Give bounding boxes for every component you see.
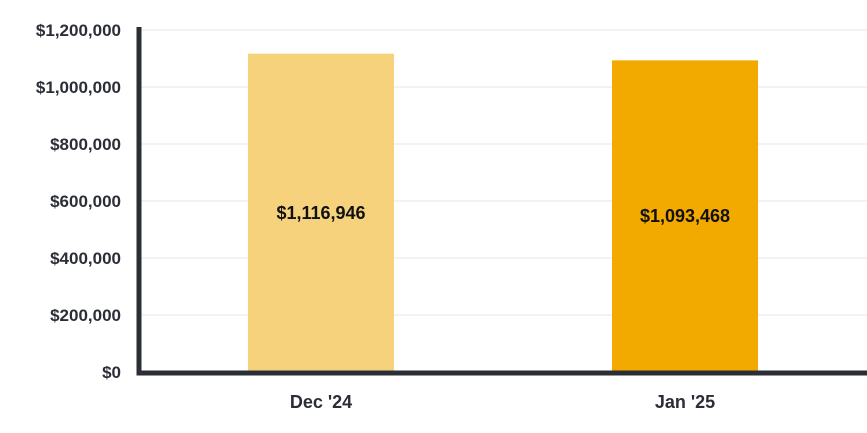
y-tick-labels: $0 $200,000 $400,000 $600,000 $800,000 $1,000… <box>36 21 121 382</box>
y-tick-label: $1,000,000 <box>36 78 121 97</box>
data-label: $1,116,946 <box>276 203 365 223</box>
y-tick-label: $400,000 <box>50 249 121 268</box>
y-tick-label: $200,000 <box>50 306 121 325</box>
bar-dec-24 <box>248 53 394 373</box>
data-labels: $1,116,946 $1,093,468 <box>276 203 730 226</box>
x-tick-label: Jan '25 <box>655 392 715 412</box>
data-label: $1,093,468 <box>640 206 730 226</box>
y-tick-label: $1,200,000 <box>36 21 121 40</box>
y-tick-label: $600,000 <box>50 192 121 211</box>
y-tick-label: $800,000 <box>50 135 121 154</box>
x-tick-label: Dec '24 <box>290 392 352 412</box>
y-tick-label: $0 <box>102 363 121 382</box>
bar-jan-25 <box>612 60 758 372</box>
x-tick-labels: Dec '24 Jan '25 <box>290 392 715 412</box>
bars <box>248 53 758 373</box>
axes <box>136 27 867 376</box>
